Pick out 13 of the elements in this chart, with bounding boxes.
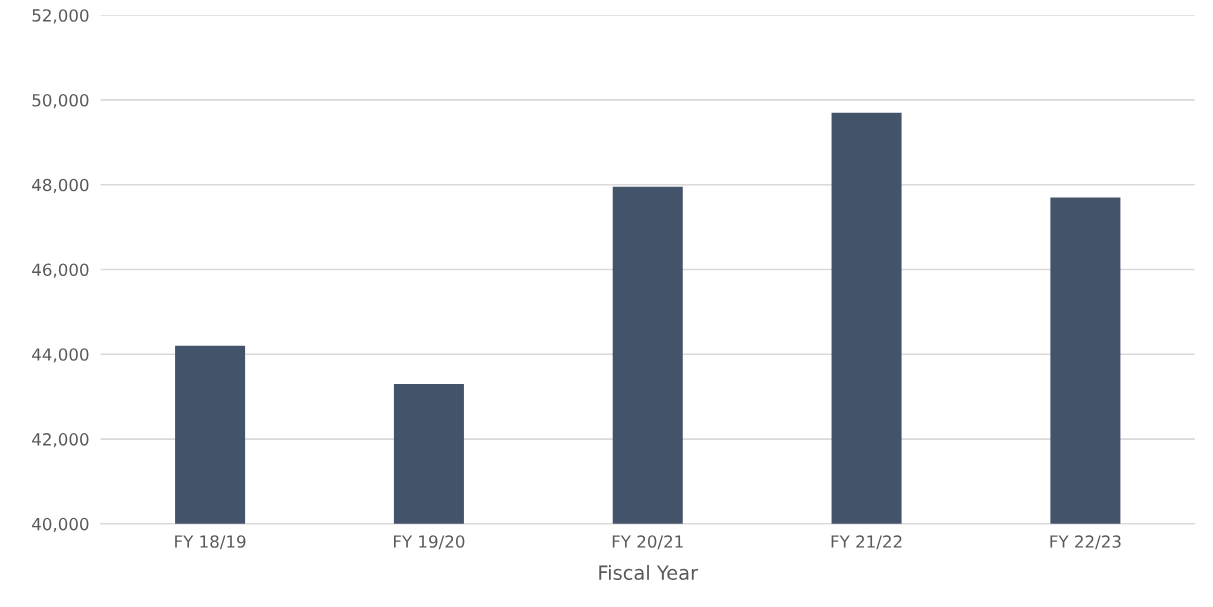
y-tick-label: 50,000 — [32, 93, 89, 109]
x-axis-title: Fiscal Year — [599, 564, 699, 581]
x-tick-label: FY 19/20 — [394, 535, 465, 550]
x-tick-label: FY 20/21 — [612, 535, 683, 550]
x-tick-label: FY 21/22 — [831, 535, 902, 550]
y-tick-label: 40,000 — [32, 517, 89, 533]
x-tick-label: FY 22/23 — [1050, 535, 1121, 550]
y-tick-label: 52,000 — [32, 9, 89, 24]
y-tick-label: 46,000 — [32, 263, 89, 278]
y-tick-label: 44,000 — [32, 348, 89, 363]
x-tick-label: FY 18/19 — [175, 535, 246, 550]
y-tick-label: 42,000 — [32, 433, 89, 448]
y-tick-label: 48,000 — [32, 178, 89, 193]
